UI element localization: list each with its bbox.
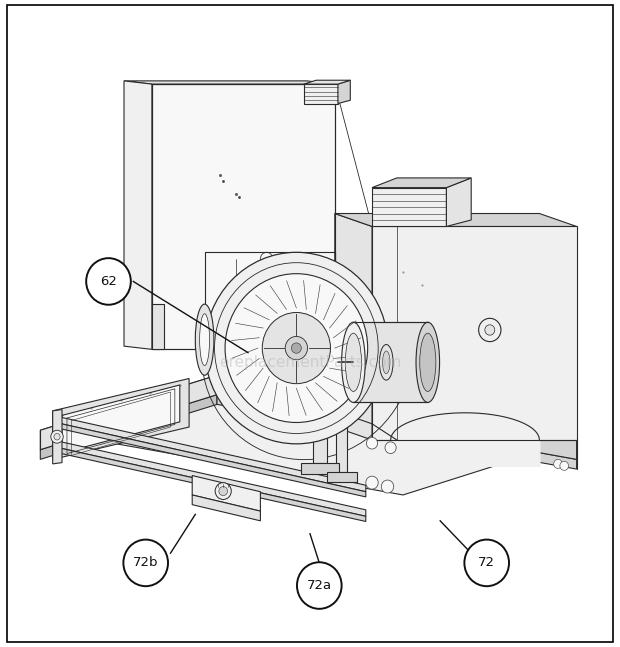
Circle shape [381,480,394,493]
Ellipse shape [345,333,361,391]
Polygon shape [217,395,577,469]
Polygon shape [336,369,347,472]
Circle shape [219,487,228,496]
Ellipse shape [195,304,214,375]
Circle shape [260,252,273,265]
Circle shape [205,252,388,444]
Polygon shape [152,304,164,349]
Polygon shape [192,495,260,521]
Polygon shape [304,84,338,104]
Circle shape [123,540,168,586]
Polygon shape [53,440,366,516]
Polygon shape [446,178,471,226]
Polygon shape [301,463,339,474]
Polygon shape [152,84,335,349]
Circle shape [464,540,509,586]
Circle shape [366,437,378,449]
Polygon shape [353,322,428,402]
Polygon shape [62,385,180,453]
Circle shape [285,336,308,360]
Circle shape [385,442,396,454]
Polygon shape [372,188,446,226]
Polygon shape [40,395,217,459]
Circle shape [366,476,378,489]
Ellipse shape [383,351,390,373]
Circle shape [215,483,231,499]
Text: 72a: 72a [307,579,332,592]
Polygon shape [124,81,335,84]
Polygon shape [335,214,372,440]
Ellipse shape [416,322,440,402]
Polygon shape [53,378,189,459]
Polygon shape [53,410,62,464]
Polygon shape [124,81,152,349]
Circle shape [554,459,562,468]
Circle shape [86,258,131,305]
Text: 72b: 72b [133,556,159,569]
Ellipse shape [200,314,210,366]
Text: 62: 62 [100,275,117,288]
Circle shape [225,274,368,422]
Polygon shape [313,343,327,463]
Circle shape [560,461,569,470]
Polygon shape [372,178,471,188]
Polygon shape [53,422,366,497]
Circle shape [291,343,301,353]
Circle shape [54,433,60,440]
Polygon shape [192,476,260,511]
Circle shape [51,430,63,443]
Ellipse shape [379,344,393,380]
Text: 72: 72 [478,556,495,569]
Circle shape [485,325,495,335]
Polygon shape [338,80,350,104]
Polygon shape [217,375,577,459]
Polygon shape [304,80,350,84]
Polygon shape [53,446,366,521]
Polygon shape [372,226,577,440]
Circle shape [297,562,342,609]
Circle shape [479,318,501,342]
Polygon shape [40,375,577,495]
Ellipse shape [420,333,436,391]
Ellipse shape [342,322,365,402]
Polygon shape [327,472,356,482]
Circle shape [262,313,330,384]
Text: ereplacementParts.com: ereplacementParts.com [219,355,401,370]
Polygon shape [335,214,577,226]
Polygon shape [40,375,217,450]
Polygon shape [53,415,366,492]
